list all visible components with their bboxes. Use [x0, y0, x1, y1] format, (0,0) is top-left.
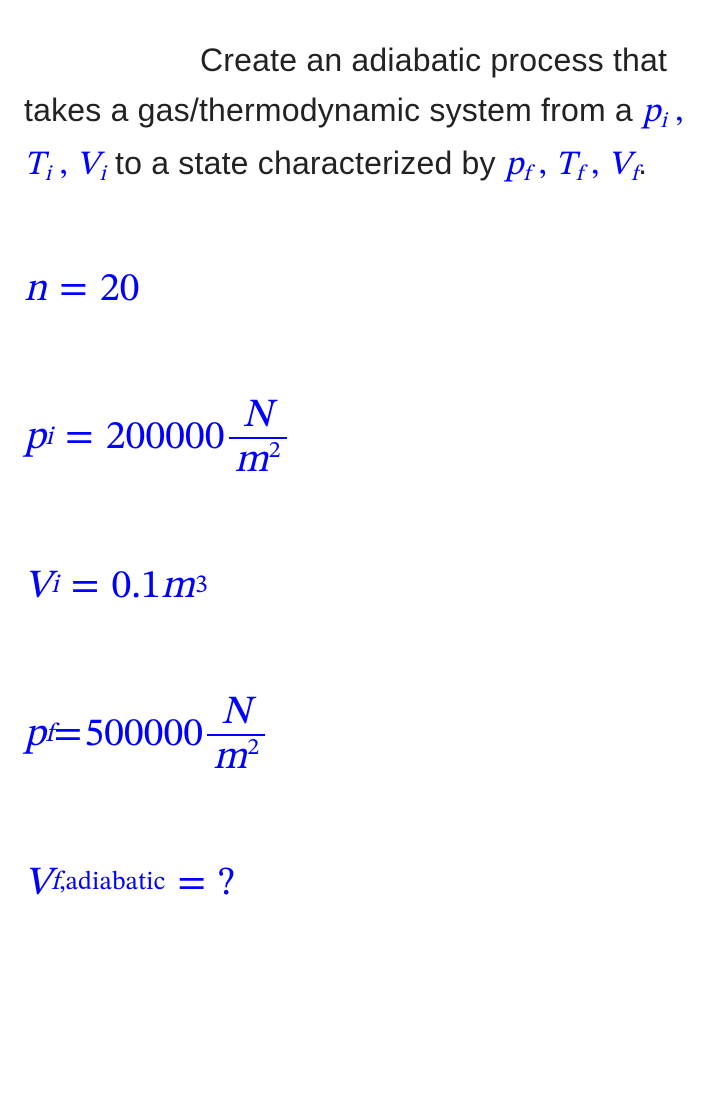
problem-page: Create an adiabatic process that takes a… [0, 0, 720, 933]
eq-rhs-num: 200000 [106, 413, 225, 463]
intro-text-1: Create an adiabatic process that takes a… [24, 42, 667, 128]
eq-equals: = [47, 265, 100, 315]
intro-paragraph: Create an adiabatic process that takes a… [24, 36, 696, 193]
equation-Vi: Vi = 0.1m3 [24, 562, 696, 612]
equation-Vf-adiabatic: Vf,adiabatic =? [24, 859, 696, 909]
equation-pi: pi = 200000 N m2 [24, 395, 696, 482]
intro-text-3: . [638, 145, 647, 181]
eq-lhs-var: V [24, 562, 51, 612]
eq-lhs-subtext: ,adiabatic [59, 867, 165, 900]
eq-lhs-sub: i [45, 422, 52, 455]
eq-rhs-question: ? [218, 859, 234, 909]
eq-rhs-num: 500000 [84, 710, 203, 760]
eq-lhs-sub: f [45, 719, 53, 752]
eq-lhs-var: n [24, 265, 47, 315]
unit-top: N [215, 692, 257, 734]
eq-equals: = [59, 562, 112, 612]
eq-unit-sup: 3 [195, 570, 208, 603]
eq-rhs-num: 20 [100, 265, 140, 315]
eq-lhs-var: p [24, 413, 45, 463]
eq-lhs-var: p [24, 710, 45, 760]
state-final: pf , Tf , Vf [505, 149, 638, 183]
eq-lhs-var: V [24, 859, 51, 909]
intro-text-2: to a state characterized by [106, 145, 505, 181]
eq-unit: m [161, 562, 195, 612]
eq-lhs-sub: f [51, 867, 59, 900]
eq-equals: = [53, 413, 106, 463]
unit-bottom: m2 [229, 439, 287, 482]
unit-fraction: N m2 [207, 692, 265, 779]
unit-bottom: m2 [207, 736, 265, 779]
eq-equals: = [165, 859, 218, 909]
equation-n: n = 20 [24, 265, 696, 315]
equation-pf: pf=500000 N m2 [24, 692, 696, 779]
eq-rhs-num: 0.1 [111, 562, 160, 612]
eq-lhs-sub: i [51, 570, 58, 603]
eq-equals: = [53, 710, 84, 760]
unit-fraction: N m2 [229, 395, 287, 482]
unit-top: N [237, 395, 279, 437]
